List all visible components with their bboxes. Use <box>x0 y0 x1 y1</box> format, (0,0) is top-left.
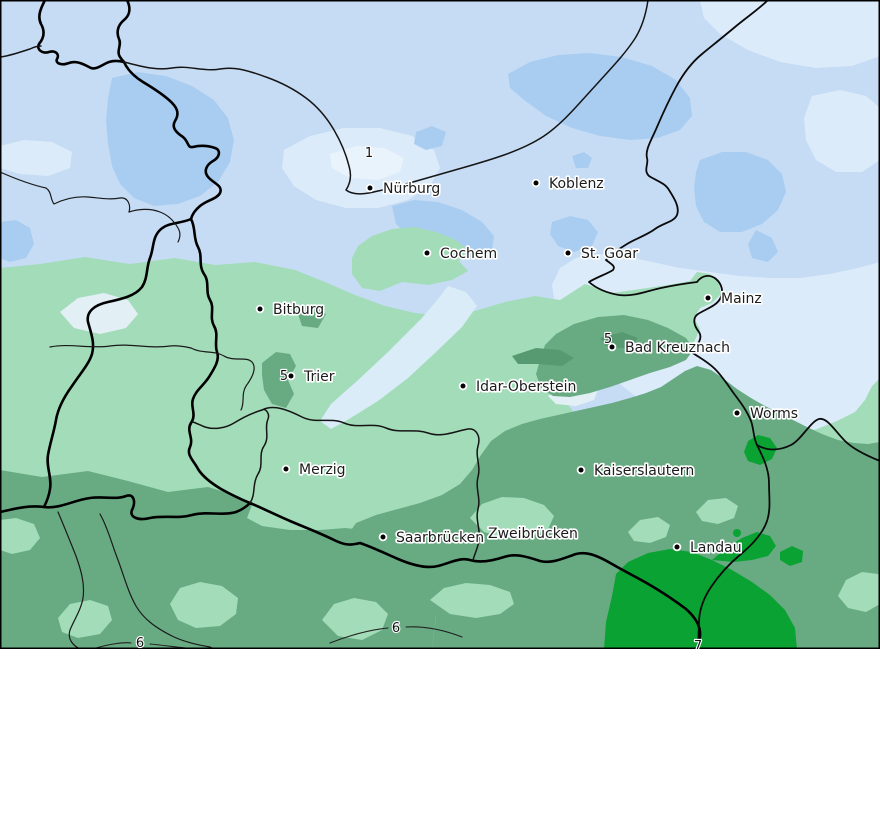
map-frame <box>0 0 880 649</box>
city-label: Mainz <box>721 291 762 307</box>
city-dot <box>609 344 615 350</box>
city-label: Bitburg <box>273 302 324 318</box>
city-dot <box>734 410 740 416</box>
state-borders <box>0 0 880 650</box>
city-dot <box>460 383 466 389</box>
city-dot <box>380 534 386 540</box>
city-dot <box>674 544 680 550</box>
city-label: Bad Kreuznach <box>625 340 730 356</box>
city-dot <box>565 250 571 256</box>
country-borders <box>0 0 702 651</box>
temperature-map: 1 5 5 6 6 7 Nürburg Koblenz Cochem St. Goar Mainz… <box>0 0 880 655</box>
city-label: Nürburg <box>383 181 440 197</box>
contour-labels: 1 5 5 6 6 7 <box>135 145 703 655</box>
city-dot <box>288 373 294 379</box>
contour-value-label: 1 <box>365 146 373 161</box>
district-borders <box>0 171 255 650</box>
city-label: Kaiserslautern <box>594 463 694 479</box>
city-dot <box>705 295 711 301</box>
contour-value-label: 6 <box>392 621 400 636</box>
city-dot <box>283 466 289 472</box>
city-label: Cochem <box>440 246 497 262</box>
contour-value-label: 7 <box>694 639 702 649</box>
warm-green-regions <box>604 435 803 649</box>
moselle-valley-strip <box>320 286 477 429</box>
map-canvas: 1 5 5 6 6 7 Nürburg Koblenz Cochem St. Goar Mainz… <box>0 0 880 655</box>
city-dot <box>578 467 584 473</box>
city-label: Zweibrücken <box>488 526 578 542</box>
city-label: Idar-Oberstein <box>476 379 576 395</box>
contour-value-label: 6 <box>136 636 144 649</box>
contour-value-label: 5 <box>604 332 612 347</box>
city-dot <box>367 185 373 191</box>
city-label: Koblenz <box>549 176 604 192</box>
city-dot <box>257 306 263 312</box>
city-label: Merzig <box>299 462 346 478</box>
city-label: Landau <box>690 540 742 556</box>
city-markers: Nürburg Koblenz Cochem St. Goar Mainz Bitburg… <box>255 174 800 558</box>
city-label: Worms <box>750 406 798 422</box>
city-label: St. Goar <box>581 246 638 262</box>
mint-pockets <box>0 497 880 640</box>
city-label: Trier <box>303 369 335 385</box>
city-dot <box>424 250 430 256</box>
contour-value-label: 5 <box>280 369 288 384</box>
map-footer: Temperatur in 2m (in °C) Modell: ICON-D2… <box>0 649 880 830</box>
colder-blue-regions <box>0 53 786 262</box>
city-label: Saarbrücken <box>396 530 484 546</box>
sage-regions <box>0 306 880 649</box>
city-dot <box>533 180 539 186</box>
